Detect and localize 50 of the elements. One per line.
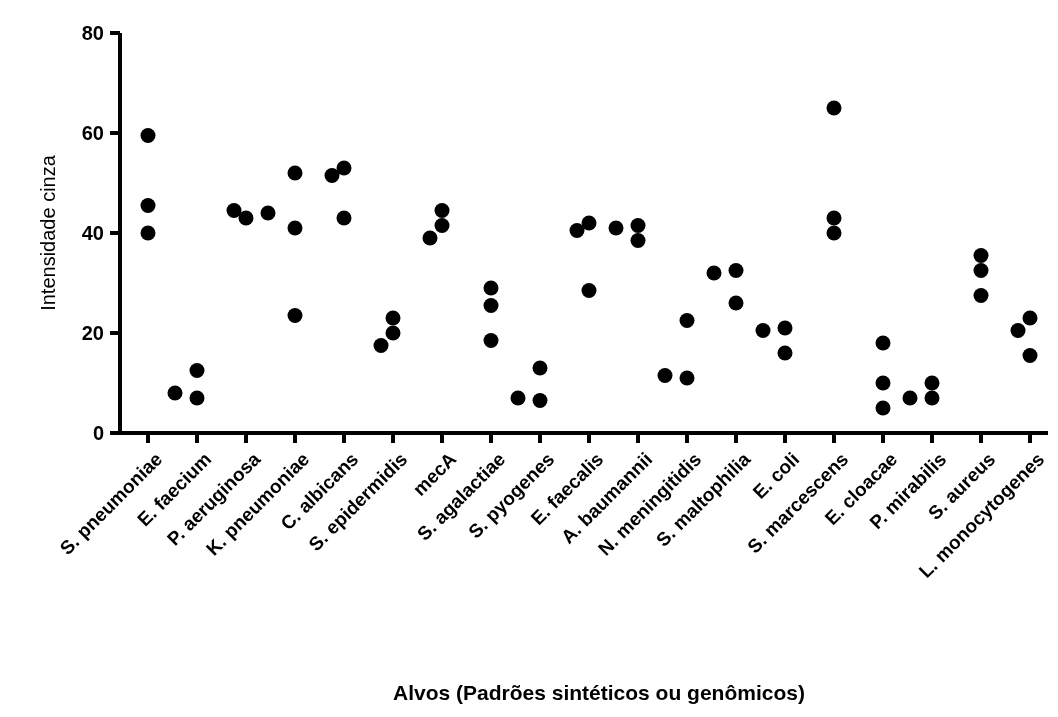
- point: [630, 218, 646, 233]
- point: [483, 280, 499, 296]
- y-tick-label: 40: [81, 222, 104, 244]
- point: [973, 248, 989, 263]
- point: [924, 375, 940, 391]
- point: [826, 210, 842, 226]
- point: [532, 393, 548, 408]
- point: [826, 225, 842, 241]
- point: [581, 283, 597, 298]
- point: [924, 390, 940, 406]
- point: [385, 310, 401, 326]
- y-axis-title: Intensidade cinza: [37, 154, 59, 311]
- y-tick-label: 80: [81, 22, 104, 44]
- point: [140, 198, 156, 213]
- point: [679, 370, 695, 386]
- y-tick-label: 60: [81, 122, 104, 144]
- point: [189, 363, 205, 378]
- point: [238, 210, 254, 226]
- point: [140, 225, 156, 241]
- point: [728, 295, 744, 311]
- point: [1022, 310, 1038, 326]
- point: [483, 333, 499, 348]
- point: [189, 390, 205, 406]
- point: [973, 263, 989, 278]
- point: [1022, 348, 1038, 363]
- y-tick-label: 20: [81, 322, 104, 344]
- point: [679, 313, 695, 328]
- x-axis-title: Alvos (Padrões sintéticos ou genômicos): [393, 681, 805, 704]
- point: [287, 220, 303, 236]
- point: [777, 345, 793, 361]
- point: [875, 400, 891, 416]
- point: [973, 288, 989, 303]
- point: [875, 375, 891, 391]
- point: [434, 203, 450, 218]
- point: [581, 215, 597, 231]
- point: [287, 165, 303, 181]
- point: [728, 263, 744, 278]
- point: [287, 308, 303, 323]
- point: [826, 100, 842, 116]
- point: [875, 335, 891, 351]
- y-tick-label: 0: [92, 422, 104, 444]
- point: [777, 320, 793, 336]
- point: [434, 218, 450, 233]
- point: [483, 298, 499, 313]
- point: [532, 360, 548, 376]
- point: [630, 233, 646, 248]
- point: [385, 325, 401, 341]
- point: [336, 160, 352, 176]
- point: [140, 128, 156, 143]
- point: [336, 210, 352, 226]
